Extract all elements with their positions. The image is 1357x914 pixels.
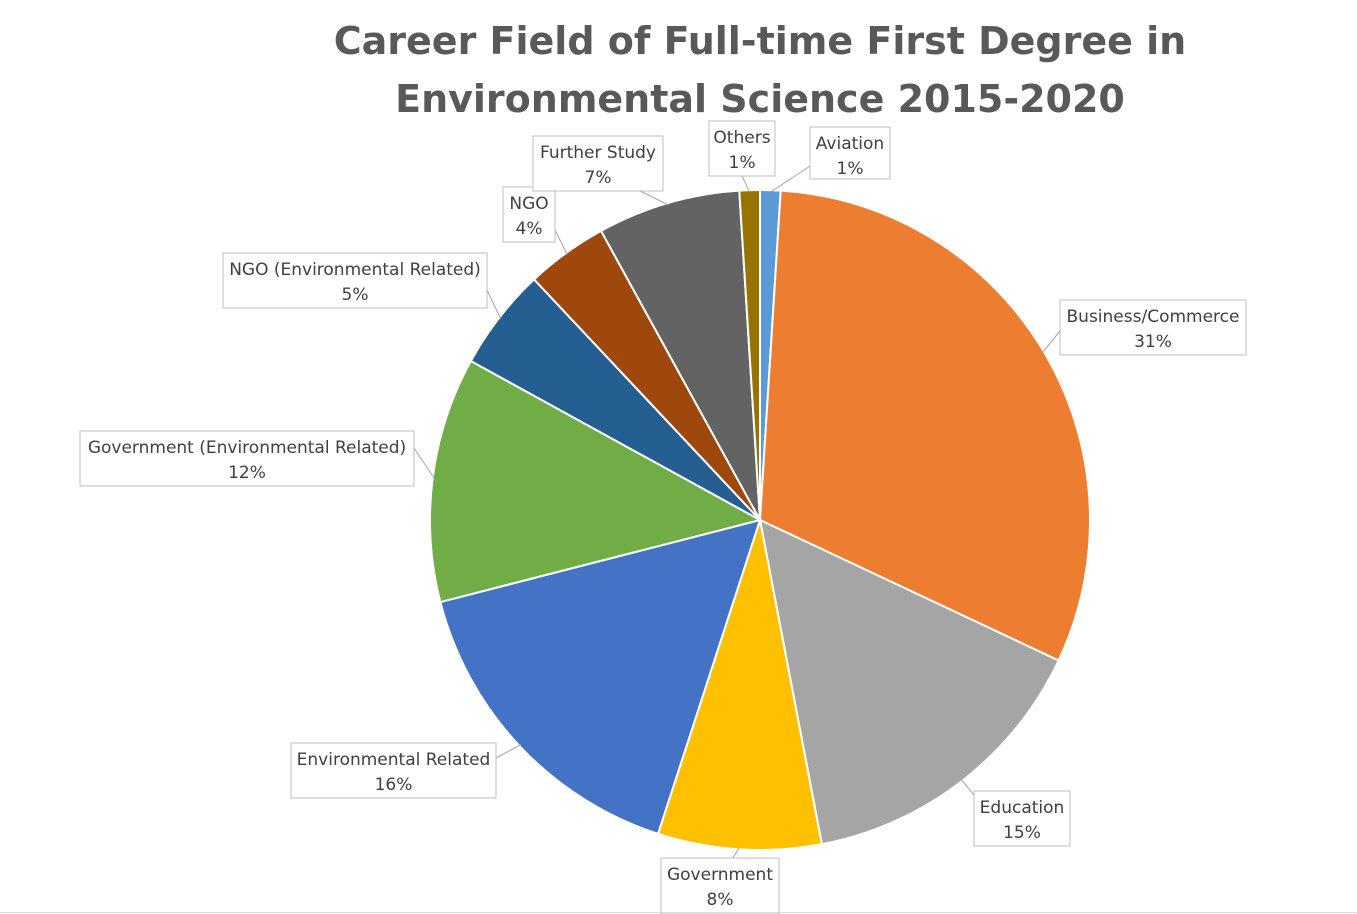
data-label-name-business-commerce: Business/Commerce — [1067, 307, 1240, 327]
data-label-value-business-commerce: 31% — [1134, 332, 1172, 352]
data-label-name-aviation: Aviation — [816, 134, 884, 154]
data-label-name-others: Others — [713, 128, 770, 148]
leader-line-government — [732, 847, 740, 859]
pie-slice-government-environmental-related — [429, 359, 763, 604]
data-labels: Aviation 1% Business/Commerce 31% Education 1… — [79, 120, 1247, 914]
data-label-value-education: 15% — [1003, 823, 1041, 843]
data-label-value-ngo-environmental-related: 5% — [342, 285, 369, 305]
data-label-value-government: 8% — [707, 890, 734, 910]
data-label-box-ngo-environmental-related — [222, 252, 488, 309]
data-label-box-further-study — [532, 135, 664, 192]
data-label-value-others: 1% — [729, 153, 756, 173]
data-label-box-aviation — [809, 126, 891, 180]
chart-title: Career Field of Full-time First Degree i… — [333, 19, 1187, 121]
data-label-value-ngo: 4% — [516, 219, 543, 239]
leader-line-ngo-environmental-related — [486, 289, 502, 320]
data-label-box-ngo — [502, 186, 556, 243]
leader-line-others — [741, 175, 751, 193]
pie-slice-business-commerce — [758, 189, 1091, 662]
data-label-box-business-commerce — [1059, 299, 1247, 356]
data-label-value-further-study: 7% — [585, 168, 612, 188]
data-label-name-ngo: NGO — [509, 194, 548, 214]
pie-slices — [429, 188, 1091, 851]
data-label-name-environmental-related: Environmental Related — [297, 750, 491, 770]
data-label-name-ngo-environmental-related: NGO (Environmental Related) — [229, 260, 481, 280]
data-label-value-aviation: 1% — [837, 159, 864, 179]
data-label-value-government-environmental-related: 12% — [228, 463, 266, 483]
data-label-box-environmental-related — [290, 742, 497, 799]
leader-line-environmental-related — [495, 744, 522, 759]
pie-slice-government — [656, 519, 824, 851]
leader-line-further-study — [639, 190, 669, 206]
pie-slice-others — [738, 188, 761, 521]
pie-slice-further-study — [599, 189, 761, 521]
data-label-name-further-study: Further Study — [540, 143, 656, 163]
leader-line-aviation — [770, 165, 811, 193]
leader-line-business-commerce — [1041, 330, 1061, 354]
data-label-name-government-environmental-related: Government (Environmental Related) — [88, 438, 406, 458]
data-label-box-others — [708, 120, 776, 177]
data-label-name-education: Education — [980, 798, 1065, 818]
data-label-box-government-environmental-related — [79, 430, 415, 487]
pie-slice-environmental-related — [439, 518, 762, 836]
bottom-divider — [0, 912, 1357, 913]
data-label-name-government: Government — [667, 865, 773, 885]
data-label-box-education — [973, 790, 1071, 847]
data-label-value-environmental-related: 16% — [375, 775, 413, 795]
leader-line-education — [960, 778, 975, 796]
data-label-box-government — [660, 857, 780, 914]
leader-lines — [413, 165, 1061, 859]
leader-line-ngo — [554, 229, 568, 255]
leader-line-government-environmental-related — [413, 447, 436, 480]
